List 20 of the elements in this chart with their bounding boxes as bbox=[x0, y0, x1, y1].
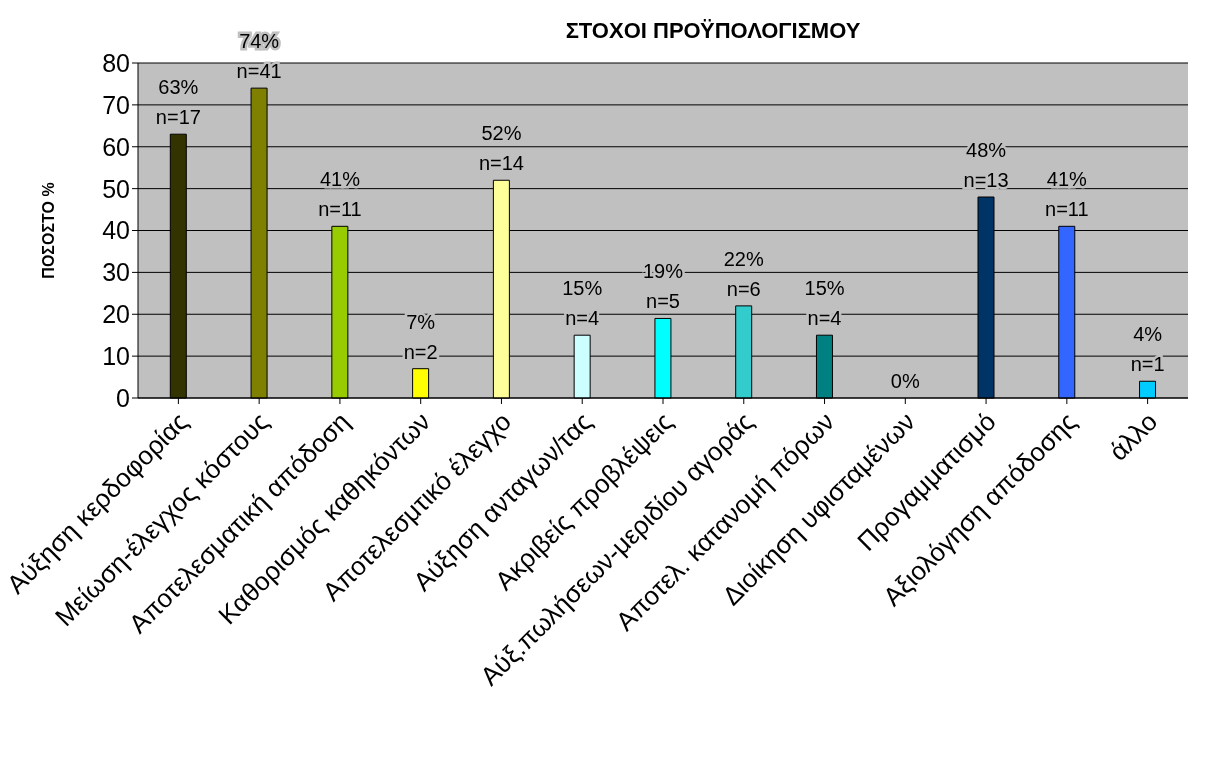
chart-title: ΣΤΟΧΟΙ ΠΡΟΫΠΟΛΟΓΙΣΜΟΥ bbox=[565, 18, 861, 43]
y-tick-label: 50 bbox=[102, 174, 130, 203]
y-tick-label: 40 bbox=[102, 216, 130, 245]
y-tick-label: 20 bbox=[102, 300, 130, 329]
data-label: 52% n=14 bbox=[478, 122, 524, 175]
y-tick-label: 0 bbox=[116, 383, 130, 412]
data-label: 41% n=11 bbox=[1045, 168, 1089, 221]
data-label: 4% n=1 bbox=[1130, 323, 1165, 376]
data-label: 41% n=11 bbox=[318, 168, 362, 221]
data-label: 63% n=17 bbox=[155, 76, 201, 129]
y-tick-label: 80 bbox=[102, 48, 130, 77]
data-label: 0% bbox=[890, 370, 920, 392]
y-tick-label: 30 bbox=[102, 258, 130, 287]
y-tick-label: 70 bbox=[102, 90, 130, 119]
data-label: 74% n=41 bbox=[236, 30, 282, 83]
x-tick-label: άλλο bbox=[1102, 406, 1164, 467]
y-axis-title: ΠΟΣΟΣΤΟ % bbox=[39, 182, 57, 279]
data-label: 22% n=6 bbox=[723, 247, 764, 300]
y-tick-label: 10 bbox=[102, 342, 130, 370]
y-tick-label: 60 bbox=[102, 132, 130, 161]
